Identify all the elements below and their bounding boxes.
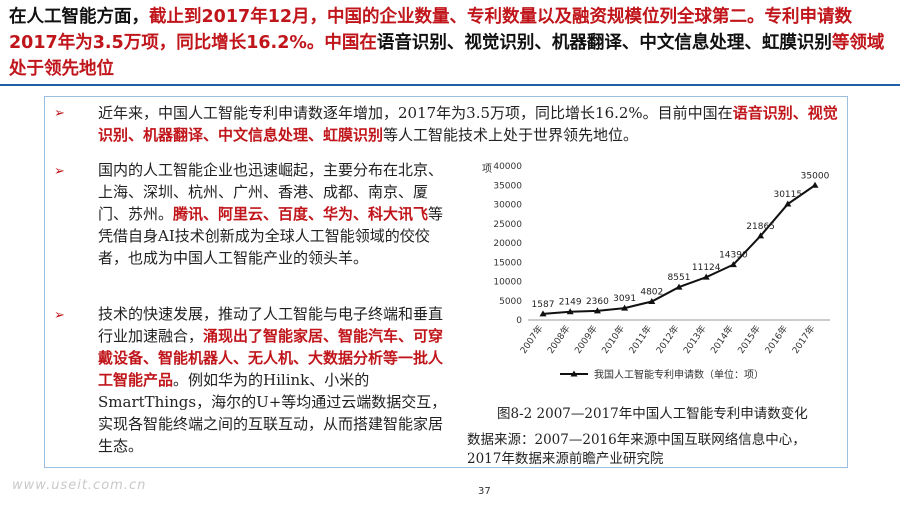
- data-label: 3091: [613, 294, 636, 304]
- data-label: 30115: [773, 190, 802, 200]
- y-tick-label: 5000: [499, 297, 522, 307]
- y-tick-label: 25000: [493, 220, 522, 230]
- data-point-marker: [675, 283, 683, 290]
- data-label: 21865: [746, 222, 775, 232]
- x-tick-label: 2008年: [545, 323, 573, 356]
- x-tick-label: 2009年: [572, 323, 600, 356]
- data-point-marker: [784, 200, 792, 207]
- data-label: 4802: [640, 288, 663, 298]
- title-part-3: 语音识别、视觉识别、机器翻译、中文信息处理、虹膜识别: [376, 33, 832, 53]
- bullet-2-text: 国内的人工智能企业也迅速崛起，主要分布在北京、上海、深圳、杭州、广州、香港、成都…: [98, 159, 450, 269]
- y-axis-label: 项: [482, 163, 492, 175]
- bullet-3-a: 技术的快速发展，推动了人工智能与电子终端和垂直行业加速融合，: [98, 305, 444, 345]
- y-tick-label: 15000: [493, 258, 522, 268]
- x-tick-label: 2015年: [735, 323, 763, 356]
- x-tick-label: 2010年: [599, 323, 627, 356]
- slide-title: 在人工智能方面，截止到2017年12月，中国的企业数量、专利数量以及融资规模位列…: [9, 4, 889, 82]
- bullet-2-a: 国内的人工智能企业也迅速崛起，主要分布在北京、上海、深圳、杭州、广州、香港、成都…: [98, 161, 444, 223]
- bullet-1-highlight: 语音识别、视觉识别、机器翻译、中文信息处理、虹膜识别: [98, 104, 838, 144]
- data-point-marker: [621, 304, 629, 311]
- data-point-marker: [729, 261, 737, 268]
- patent-chart: 项 0 5000 10000 15000 20000 25000 30000 35000 4000…: [470, 156, 840, 406]
- data-point-marker: [702, 273, 710, 280]
- title-part-2: 截止到2017年12月，中国的企业数量、专利数量以及融资规模位列全球第二。专利申…: [9, 7, 853, 53]
- bullet-arrow-icon: ➢: [54, 164, 65, 179]
- data-label: 2360: [586, 297, 609, 307]
- page-number: 37: [478, 486, 491, 497]
- x-tick-label: 2014年: [708, 323, 736, 356]
- data-label: 1587: [532, 300, 555, 310]
- x-tick-label: 2013年: [681, 323, 709, 356]
- bullet-3-c: 。例如华为的Hilink、小米的SmartThings，海尔的U+等均通过云端数…: [98, 371, 447, 455]
- x-tick-label: 2016年: [762, 323, 790, 356]
- bullet-2-c: 等凭借自身AI技术创新成为全球人工智能领域的佼佼者，也成为中国人工智能产业的领头…: [98, 205, 444, 267]
- watermark: www.useit.com.cn: [12, 478, 147, 493]
- data-source-line-2: 2017年数据来源前瞻产业研究院: [467, 451, 664, 467]
- y-tick-label: 35000: [493, 181, 522, 191]
- series-line: [542, 184, 816, 315]
- bullet-arrow-icon: ➢: [54, 308, 65, 323]
- legend-marker: [570, 370, 578, 377]
- data-label: 35000: [801, 171, 830, 181]
- data-point-marker: [566, 308, 574, 315]
- data-point-marker: [593, 307, 601, 314]
- bullet-3-text: 技术的快速发展，推动了人工智能与电子终端和垂直行业加速融合，涌现出了智能家居、智…: [98, 303, 450, 457]
- x-tick-label: 2007年: [517, 323, 545, 356]
- data-point-marker: [539, 310, 547, 317]
- data-label: 14390: [719, 251, 748, 261]
- data-point-marker: [757, 232, 765, 239]
- content-box: [44, 96, 848, 468]
- x-tick-label: 2011年: [626, 323, 654, 356]
- data-point-marker: [811, 181, 819, 188]
- x-tick-label: 2012年: [653, 323, 681, 356]
- bullet-3-highlight: 涌现出了智能家居、智能汽车、可穿戴设备、智能机器人、无人机、大数据分析等一批人工…: [98, 327, 444, 389]
- data-point-marker: [648, 298, 656, 305]
- title-part-4: 等领域处于领先地位: [9, 33, 885, 79]
- bullet-2-highlight: 腾讯、阿里云、百度、华为、科大讯飞: [173, 205, 429, 223]
- bullet-1-text: 近年来，中国人工智能专利申请数逐年增加，2017年为3.5万项，同比增长16.2…: [98, 102, 838, 146]
- title-part-1: 在人工智能方面，: [9, 7, 149, 27]
- y-tick-label: 40000: [493, 162, 522, 172]
- x-tick-label: 2017年: [789, 323, 817, 356]
- legend-label: 我国人工智能专利申请数（单位：项）: [594, 368, 764, 381]
- y-tick-label: 30000: [493, 201, 522, 211]
- bullet-1-a: 近年来，中国人工智能专利申请数逐年增加，2017年为3.5万项，同比增长16.2…: [98, 104, 733, 122]
- y-tick-label: 20000: [493, 239, 522, 249]
- figure-caption: 图8-2 2007—2017年中国人工智能专利申请数变化: [497, 406, 808, 422]
- y-tick-label: 10000: [493, 278, 522, 288]
- data-label: 11124: [692, 263, 721, 273]
- y-tick-label: 0: [516, 316, 522, 326]
- data-label: 8551: [668, 273, 691, 283]
- bullet-1-c: 等人工智能技术上处于世界领先地位。: [383, 126, 639, 144]
- patent-line-chart: 项 0 5000 10000 15000 20000 25000 30000 35000 4000…: [482, 162, 830, 381]
- data-label: 2149: [559, 298, 582, 308]
- bullet-arrow-icon: ➢: [54, 106, 65, 121]
- title-divider: [0, 84, 900, 86]
- data-source-line-1: 数据来源：2007—2016年来源中国互联网络信息中心，: [467, 432, 806, 448]
